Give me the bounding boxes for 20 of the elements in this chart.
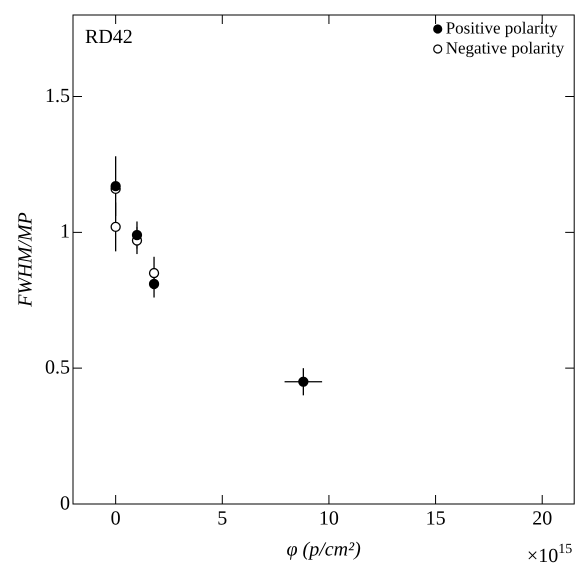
x-tick-label: 0: [110, 507, 121, 530]
legend-label: Positive polarity: [446, 18, 558, 38]
point: [132, 230, 142, 240]
y-tick-label: 1: [60, 220, 70, 243]
y-tick-label: 0.5: [45, 356, 70, 378]
x-tick-label: 20: [532, 507, 552, 530]
annotation: RD42: [85, 26, 133, 48]
x-tick-label: 15: [426, 507, 446, 530]
y-tick-label: 1.5: [45, 84, 70, 107]
x-axis-title: φ (p/cm²): [286, 538, 362, 560]
point: [148, 268, 160, 278]
y-tick-label: 0: [60, 492, 70, 514]
x-tick-label: 5: [217, 507, 228, 530]
point: [110, 181, 121, 192]
x-tick-label: 10: [318, 507, 339, 530]
point: [148, 278, 160, 290]
legend-label: Negative polarity: [446, 38, 565, 58]
point: [298, 376, 308, 387]
point: [110, 222, 121, 232]
y-axis-title: FWHM/MP: [14, 212, 36, 308]
